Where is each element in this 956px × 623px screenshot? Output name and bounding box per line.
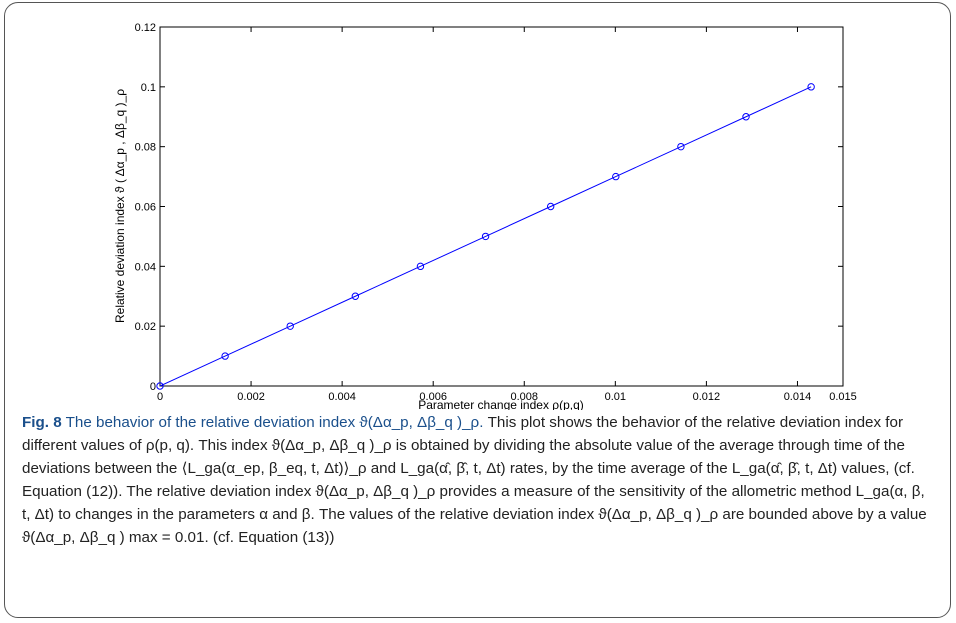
y-tick-label: 0 [150, 381, 156, 393]
x-axis-label: Parameter change index ρ(p,q) [418, 398, 584, 410]
y-tick-label: 0.02 [135, 321, 156, 333]
caption-label: Fig. 8 [22, 414, 62, 431]
x-axis-ticks: 0 0.002 0.004 0.006 0.008 0.01 0.012 0.014 0.015 [157, 27, 857, 403]
x-tick-label: 0.008 [511, 391, 539, 403]
data-point [416, 262, 425, 271]
x-tick-label: 0.004 [328, 391, 356, 403]
caption-title: The behavior of the relative deviation i… [65, 414, 484, 431]
y-tick-label: 0.12 [135, 22, 156, 34]
data-point [546, 202, 555, 211]
data-point [612, 172, 620, 181]
x-tick-label: 0.01 [605, 391, 626, 403]
y-tick-label: 0.1 [141, 82, 156, 94]
y-axis-ticks: 0 0.02 0.04 0.06 0.08 0.1 0.12 [135, 22, 843, 393]
y-tick-label: 0.06 [135, 202, 156, 214]
x-tick-label: 0.014 [784, 391, 812, 403]
data-point [351, 292, 360, 300]
figure-frame [4, 2, 951, 618]
x-tick-label: 0.012 [693, 391, 721, 403]
data-point [481, 232, 490, 241]
data-point [807, 83, 815, 91]
x-tick-label: 0.002 [237, 391, 265, 403]
figure-caption: Fig. 8 The behavior of the relative devi… [22, 411, 934, 549]
x-tick-label: 0.006 [419, 391, 447, 403]
x-tick-label: 0 [157, 391, 163, 403]
series-line [159, 86, 812, 387]
plot-area [159, 26, 844, 387]
data-point [286, 322, 294, 330]
data-point [742, 113, 750, 121]
y-tick-label: 0.08 [135, 142, 156, 154]
y-axis-label: Relative deviation index ϑ ( Δα_p , Δβ_q… [113, 89, 127, 323]
data-point [156, 382, 164, 390]
data-point [677, 142, 685, 151]
series-markers [156, 83, 815, 390]
y-tick-label: 0.04 [135, 261, 156, 273]
x-tick-label: 0.015 [829, 391, 857, 403]
line-chart: 0 0.002 0.004 0.006 0.008 0.01 0.012 0.014 0.015… [113, 22, 857, 410]
caption-text: This plot shows the behavior of the rela… [22, 414, 927, 546]
data-point [221, 352, 229, 360]
